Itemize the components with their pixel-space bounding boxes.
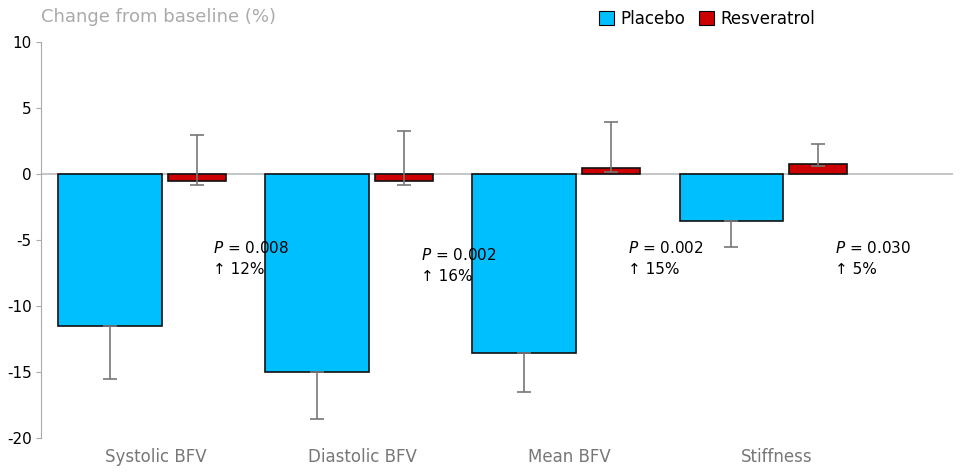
Text: $\mathit{P}$ = 0.008
↑ 12%: $\mathit{P}$ = 0.008 ↑ 12% (213, 240, 290, 277)
Bar (265, 175, 369, 372)
Text: $\mathit{P}$ = 0.002
↑ 15%: $\mathit{P}$ = 0.002 ↑ 15% (628, 240, 704, 277)
Bar (168, 175, 226, 181)
Text: $\mathit{P}$ = 0.030
↑ 5%: $\mathit{P}$ = 0.030 ↑ 5% (835, 240, 911, 277)
Bar (58, 175, 161, 326)
Bar (472, 175, 576, 352)
Bar (582, 168, 640, 175)
Bar (375, 175, 433, 181)
Bar (680, 175, 783, 220)
Legend: Placebo, Resveratrol: Placebo, Resveratrol (592, 3, 822, 35)
Text: Change from baseline (%): Change from baseline (%) (41, 9, 276, 26)
Text: $\mathit{P}$ = 0.002
↑ 16%: $\mathit{P}$ = 0.002 ↑ 16% (420, 247, 496, 284)
Bar (789, 164, 848, 175)
